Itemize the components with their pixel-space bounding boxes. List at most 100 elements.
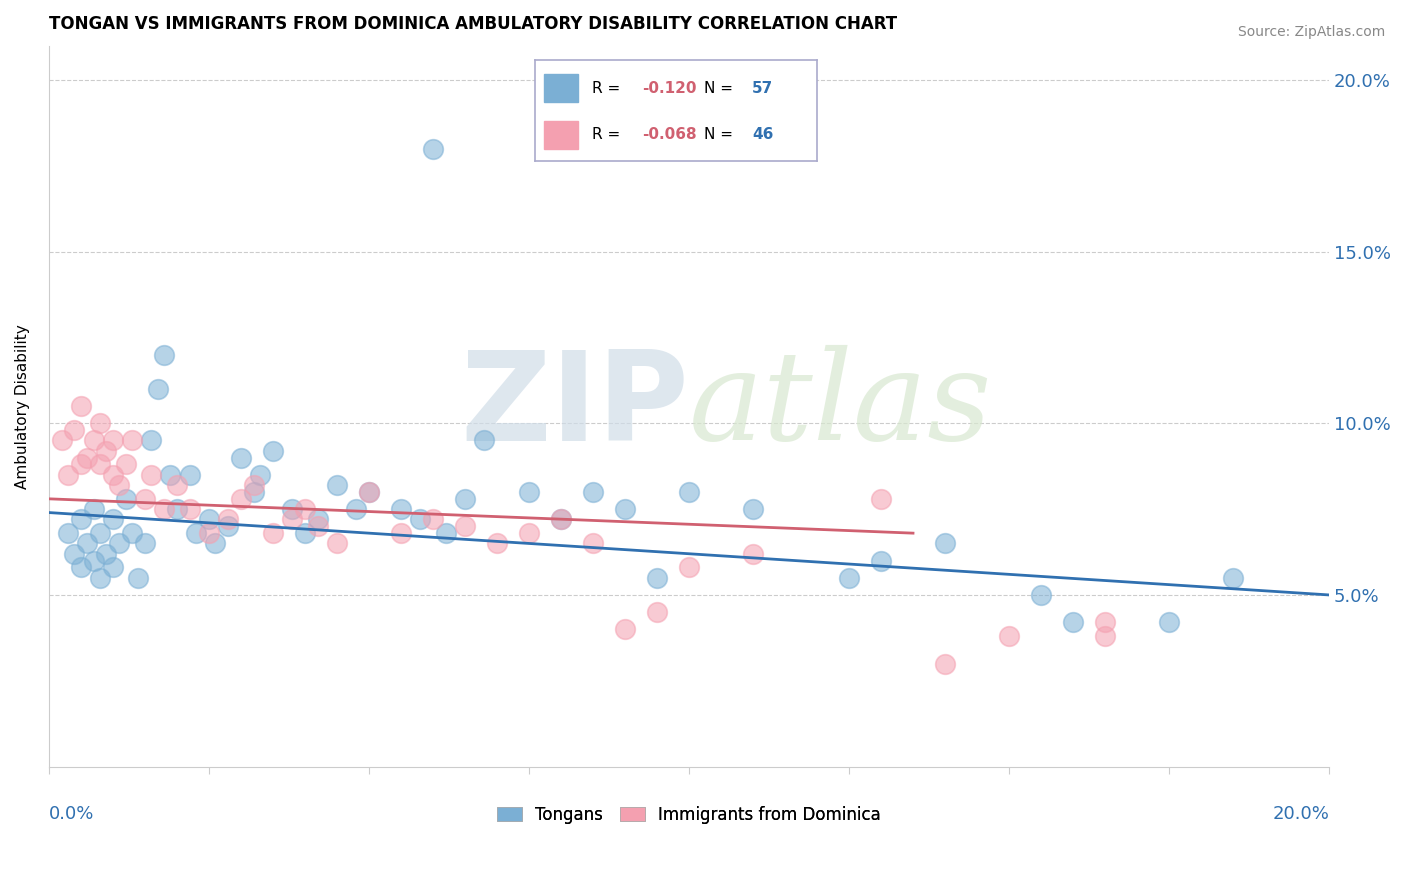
- Point: [101, 560, 124, 574]
- Point: [69, 458, 91, 472]
- Point: [389, 502, 412, 516]
- Point: [83, 502, 105, 516]
- Point: [870, 553, 893, 567]
- Point: [294, 526, 316, 541]
- Point: [582, 485, 605, 500]
- Point: [76, 536, 98, 550]
- Point: [1094, 629, 1116, 643]
- Point: [101, 434, 124, 448]
- Point: [582, 536, 605, 550]
- Point: [742, 502, 765, 516]
- Point: [69, 560, 91, 574]
- Point: [89, 458, 111, 472]
- Point: [517, 485, 540, 500]
- Point: [134, 491, 156, 506]
- Point: [69, 512, 91, 526]
- Point: [472, 434, 495, 448]
- Point: [1222, 571, 1244, 585]
- Text: 0.0%: 0.0%: [49, 805, 94, 823]
- Point: [281, 512, 304, 526]
- Point: [153, 502, 176, 516]
- Point: [357, 485, 380, 500]
- Point: [934, 536, 956, 550]
- Point: [229, 491, 252, 506]
- Point: [389, 526, 412, 541]
- Point: [678, 560, 700, 574]
- Point: [83, 553, 105, 567]
- Text: TONGAN VS IMMIGRANTS FROM DOMINICA AMBULATORY DISABILITY CORRELATION CHART: TONGAN VS IMMIGRANTS FROM DOMINICA AMBUL…: [49, 15, 897, 33]
- Point: [742, 547, 765, 561]
- Point: [838, 571, 860, 585]
- Point: [645, 605, 668, 619]
- Point: [678, 485, 700, 500]
- Point: [281, 502, 304, 516]
- Y-axis label: Ambulatory Disability: Ambulatory Disability: [15, 324, 30, 489]
- Point: [141, 434, 163, 448]
- Text: ZIP: ZIP: [460, 345, 689, 467]
- Point: [204, 536, 226, 550]
- Point: [96, 547, 118, 561]
- Text: atlas: atlas: [689, 345, 993, 467]
- Legend: Tongans, Immigrants from Dominica: Tongans, Immigrants from Dominica: [491, 799, 887, 830]
- Point: [229, 450, 252, 465]
- Point: [51, 434, 73, 448]
- Point: [114, 458, 136, 472]
- Point: [613, 502, 636, 516]
- Point: [1094, 615, 1116, 630]
- Point: [108, 536, 131, 550]
- Point: [108, 478, 131, 492]
- Point: [307, 519, 329, 533]
- Point: [141, 467, 163, 482]
- Point: [89, 526, 111, 541]
- Point: [146, 382, 169, 396]
- Point: [550, 512, 572, 526]
- Point: [550, 512, 572, 526]
- Point: [249, 467, 271, 482]
- Point: [89, 417, 111, 431]
- Point: [89, 571, 111, 585]
- Point: [134, 536, 156, 550]
- Point: [63, 423, 86, 437]
- Point: [262, 443, 284, 458]
- Point: [101, 467, 124, 482]
- Point: [344, 502, 367, 516]
- Point: [179, 502, 201, 516]
- Point: [198, 512, 221, 526]
- Point: [242, 485, 264, 500]
- Point: [422, 512, 444, 526]
- Point: [434, 526, 457, 541]
- Point: [121, 434, 143, 448]
- Point: [153, 348, 176, 362]
- Point: [121, 526, 143, 541]
- Point: [63, 547, 86, 561]
- Point: [326, 478, 349, 492]
- Point: [454, 519, 477, 533]
- Point: [357, 485, 380, 500]
- Point: [76, 450, 98, 465]
- Text: Source: ZipAtlas.com: Source: ZipAtlas.com: [1237, 25, 1385, 39]
- Point: [198, 526, 221, 541]
- Point: [1062, 615, 1084, 630]
- Point: [96, 443, 118, 458]
- Point: [645, 571, 668, 585]
- Point: [56, 467, 79, 482]
- Point: [184, 526, 207, 541]
- Point: [1029, 588, 1052, 602]
- Point: [517, 526, 540, 541]
- Point: [1159, 615, 1181, 630]
- Point: [454, 491, 477, 506]
- Point: [217, 519, 239, 533]
- Point: [998, 629, 1021, 643]
- Point: [127, 571, 149, 585]
- Point: [101, 512, 124, 526]
- Point: [83, 434, 105, 448]
- Point: [326, 536, 349, 550]
- Point: [242, 478, 264, 492]
- Point: [294, 502, 316, 516]
- Point: [69, 399, 91, 413]
- Point: [613, 622, 636, 636]
- Point: [114, 491, 136, 506]
- Point: [166, 478, 188, 492]
- Text: 20.0%: 20.0%: [1272, 805, 1329, 823]
- Point: [56, 526, 79, 541]
